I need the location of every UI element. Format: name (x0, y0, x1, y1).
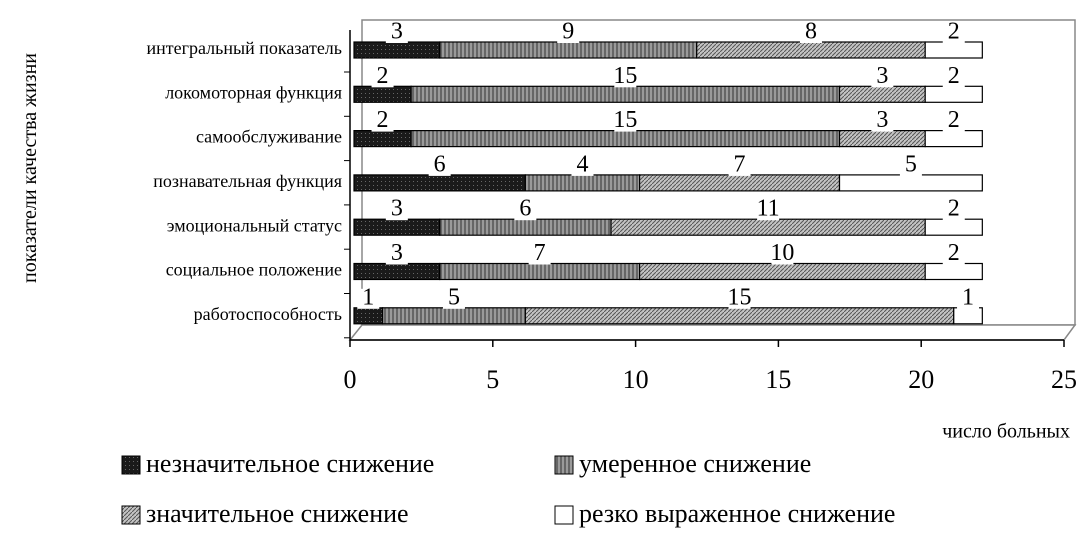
data-label-box (385, 200, 408, 221)
data-label-box (614, 111, 637, 132)
data-label: 5 (905, 151, 917, 177)
data-label: 2 (377, 63, 389, 89)
data-label-box (942, 111, 965, 132)
legend-swatch (121, 505, 141, 525)
data-label: 1 (962, 284, 974, 310)
y-tick-label: эмоциональный статус (167, 215, 342, 235)
data-label-box (728, 155, 751, 176)
y-tick-label: социальное положение (166, 260, 342, 280)
data-label-box (771, 244, 794, 265)
x-tick-label: 15 (765, 365, 791, 394)
data-label: 3 (391, 240, 403, 266)
data-label: 15 (613, 63, 637, 89)
data-label: 3 (391, 196, 403, 222)
data-label-box (871, 111, 894, 132)
data-label-box (942, 200, 965, 221)
legend-label: незначительное снижение (146, 449, 434, 478)
floor (348, 324, 1077, 341)
x-axis-label: число больных (942, 421, 1070, 443)
data-label-box (385, 244, 408, 265)
legend-swatch (554, 455, 574, 475)
x-tick-label: 0 (344, 365, 357, 394)
data-label: 15 (728, 284, 752, 310)
data-label: 7 (734, 151, 746, 177)
data-label: 1 (362, 284, 374, 310)
data-label-box (957, 288, 980, 309)
x-tick-label: 25 (1051, 365, 1077, 394)
data-label-box (428, 155, 451, 176)
legend-swatch (554, 505, 574, 525)
data-label-box (557, 23, 580, 43)
data-label: 2 (948, 240, 960, 266)
data-label-box (899, 155, 922, 176)
data-label: 11 (757, 196, 780, 222)
data-label-box (385, 23, 408, 43)
data-label-box (871, 67, 894, 88)
legend-label: резко выраженное снижение (579, 499, 895, 528)
data-label-box (614, 67, 637, 88)
data-label-box (757, 200, 780, 221)
data-label: 2 (948, 19, 960, 45)
y-tick-label: познавательная функция (153, 171, 342, 191)
x-tick-label: 20 (908, 365, 934, 394)
legend-swatch (121, 455, 141, 475)
data-label-box (371, 111, 394, 132)
data-label-box (942, 23, 965, 43)
y-tick-label: интегральный показатель (147, 38, 342, 58)
data-label-box (442, 288, 465, 309)
y-tick-label: самообслуживание (196, 127, 342, 147)
data-label-box (528, 244, 551, 265)
data-label-box (357, 288, 380, 309)
data-label-box (942, 67, 965, 88)
y-tick-label: работоспособность (194, 304, 342, 324)
data-label: 2 (948, 107, 960, 133)
data-label-box (571, 155, 594, 176)
data-label-box (514, 200, 537, 221)
y-axis-label: показатели качества жизни (19, 53, 41, 283)
data-label-box (371, 67, 394, 88)
data-label: 3 (876, 107, 888, 133)
y-tick-label: локомоторная функция (165, 82, 342, 102)
data-label-box (942, 244, 965, 265)
data-label-box (728, 288, 751, 309)
data-label: 3 (876, 63, 888, 89)
x-tick-label: 5 (486, 365, 499, 394)
data-label: 2 (948, 63, 960, 89)
data-label-box (799, 23, 822, 43)
x-tick-label: 10 (623, 365, 649, 394)
data-label: 8 (805, 19, 817, 45)
data-label: 10 (770, 240, 794, 266)
data-label: 3 (391, 19, 403, 45)
legend-label: значительное снижение (146, 499, 409, 528)
data-label: 15 (613, 107, 637, 133)
data-label: 9 (562, 19, 574, 45)
data-label: 4 (576, 151, 588, 177)
data-label: 6 (519, 196, 531, 222)
data-label: 5 (448, 284, 460, 310)
data-label: 2 (948, 196, 960, 222)
legend-label: умеренное снижение (579, 449, 811, 478)
data-label: 7 (534, 240, 546, 266)
data-label: 6 (434, 151, 446, 177)
data-label: 2 (377, 107, 389, 133)
